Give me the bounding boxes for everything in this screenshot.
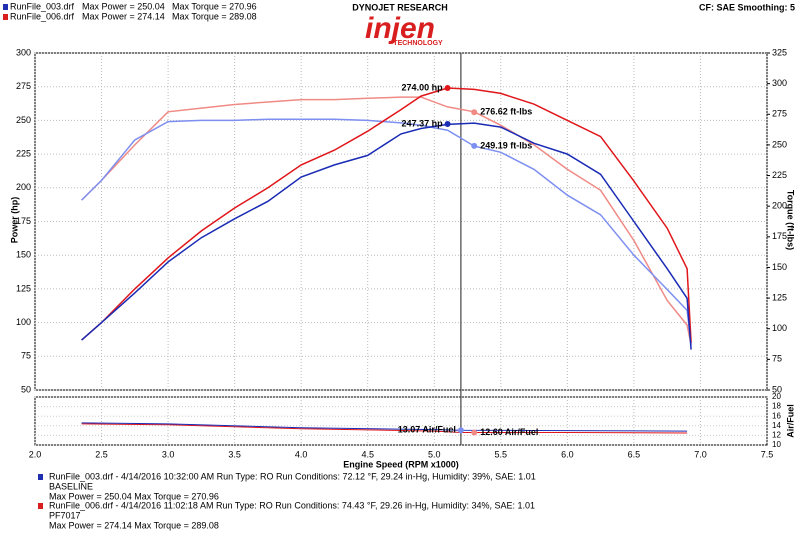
- y-tick-label: 300: [16, 47, 31, 57]
- y2-tick-label: 250: [772, 139, 787, 149]
- settings: CF: SAE Smoothing: 5: [699, 2, 795, 12]
- y2-tick-label: 150: [772, 262, 787, 272]
- annotation-label: 247.37 hp: [402, 118, 444, 128]
- data-line: [81, 423, 688, 434]
- y2-tick-label: 125: [772, 292, 787, 302]
- annotation-label: 276.62 ft-lbs: [480, 107, 532, 117]
- y-tick-label: 225: [16, 148, 31, 158]
- afr-label: Air/Fuel: [785, 404, 795, 438]
- data-line: [81, 96, 692, 345]
- x-tick-label: 3.5: [228, 449, 241, 459]
- run-label: PF7017: [49, 510, 81, 520]
- afr-tick-label: 10: [772, 440, 781, 449]
- afr-tick-label: 12: [772, 431, 781, 440]
- y2-tick-label: 275: [772, 109, 787, 119]
- x-tick-label: 2.5: [95, 449, 108, 459]
- y2-tick-label: 175: [772, 231, 787, 241]
- legend-swatch: [3, 4, 8, 10]
- y-tick-label: 50: [21, 384, 31, 394]
- y-tick-label: 150: [16, 250, 31, 260]
- annotation-marker: [471, 142, 478, 149]
- y2-tick-label: 200: [772, 201, 787, 211]
- afr-tick-label: 16: [772, 411, 781, 420]
- run-swatch: [38, 474, 43, 480]
- y2-tick-label: 100: [772, 323, 787, 333]
- legend-torque: Max Torque = 270.96: [172, 1, 257, 11]
- run-details: RunFile_003.drf - 4/14/2016 10:32:00 AM …: [49, 471, 536, 481]
- x-tick-label: 2.0: [29, 449, 42, 459]
- data-line: [81, 87, 692, 343]
- annotation-label: 13.07 Air/Fuel: [398, 425, 456, 435]
- legend-swatch: [3, 14, 8, 20]
- annotation-marker: [471, 429, 478, 436]
- run-details: RunFile_006.drf - 4/14/2016 11:02:18 AM …: [49, 500, 535, 510]
- y-tick-label: 250: [16, 115, 31, 125]
- y-tick-label: 75: [21, 351, 31, 361]
- x-tick-label: 5.5: [495, 449, 508, 459]
- x-tick-label: 6.0: [561, 449, 574, 459]
- annotation-marker: [444, 120, 451, 127]
- legend-power: Max Power = 250.04: [82, 1, 165, 11]
- x-tick-label: 6.5: [628, 449, 641, 459]
- legend-file: RunFile_006.drf: [10, 11, 75, 21]
- afr-tick-label: 20: [772, 392, 781, 401]
- y2-tick-label: 75: [772, 354, 782, 364]
- legend-power: Max Power = 274.14: [82, 11, 165, 21]
- legend-torque: Max Torque = 289.08: [172, 11, 257, 21]
- y2-tick-label: 300: [772, 78, 787, 88]
- run-label: BASELINE: [49, 481, 93, 491]
- y2-tick-label: 225: [772, 170, 787, 180]
- y-label: Power (hp): [9, 197, 19, 244]
- annotation-label: 249.19 ft-lbs: [480, 140, 532, 150]
- run-summary: Max Power = 274.14 Max Torque = 289.08: [49, 520, 219, 530]
- x-tick-label: 5.0: [428, 449, 441, 459]
- run-swatch: [38, 503, 43, 509]
- x-tick-label: 4.5: [361, 449, 374, 459]
- y-tick-label: 200: [16, 182, 31, 192]
- y2-tick-label: 325: [772, 47, 787, 57]
- y-tick-label: 100: [16, 317, 31, 327]
- data-line: [81, 122, 692, 350]
- y-tick-label: 125: [16, 283, 31, 293]
- header: DYNOJET RESEARCH: [352, 2, 448, 12]
- data-line: [81, 118, 692, 345]
- x-label: Engine Speed (RPM x1000): [343, 459, 459, 469]
- y-tick-label: 175: [16, 216, 31, 226]
- annotation-marker: [471, 109, 478, 116]
- y2-tick-label: 50: [772, 384, 782, 394]
- logo-sub: TECHNOLOGY: [393, 40, 443, 47]
- afr-tick-label: 18: [772, 402, 781, 411]
- logo: injen: [365, 12, 435, 45]
- x-tick-label: 3.0: [162, 449, 175, 459]
- data-line: [81, 422, 688, 432]
- run-summary: Max Power = 250.04 Max Torque = 270.96: [49, 491, 219, 501]
- legend-file: RunFile_003.drf: [10, 1, 75, 11]
- annotation-label: 12.60 Air/Fuel: [480, 427, 538, 437]
- annotation-label: 274.00 hp: [402, 82, 444, 92]
- x-tick-label: 4.0: [295, 449, 308, 459]
- afr-tick-label: 14: [772, 421, 781, 430]
- y-tick-label: 275: [16, 81, 31, 91]
- x-tick-label: 7.0: [694, 449, 707, 459]
- x-tick-label: 7.5: [761, 449, 774, 459]
- y2-label: Torque (ft-lbs): [786, 190, 796, 250]
- annotation-marker: [444, 85, 451, 92]
- annotation-marker: [457, 427, 464, 434]
